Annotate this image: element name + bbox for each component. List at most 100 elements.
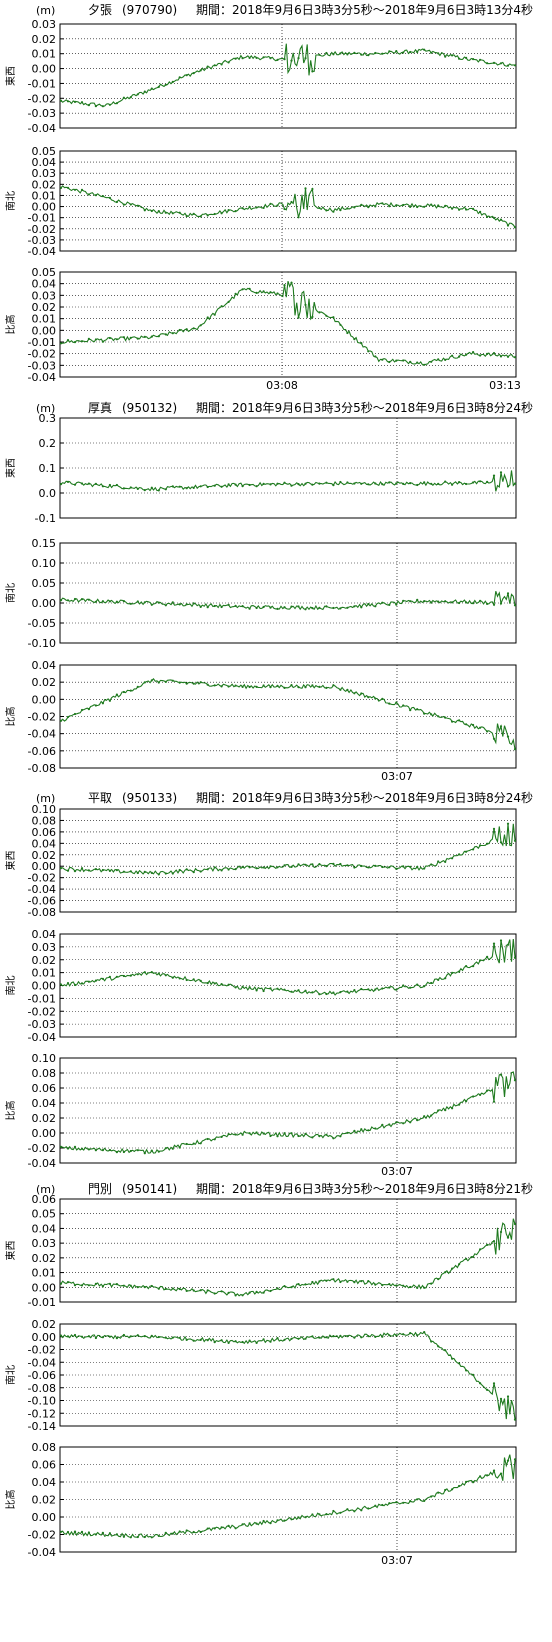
data-point xyxy=(73,983,77,987)
data-point xyxy=(213,1292,216,1295)
data-point xyxy=(437,1491,440,1494)
data-point xyxy=(423,363,426,366)
data-point xyxy=(311,1335,314,1338)
data-point xyxy=(311,1513,314,1516)
data-point xyxy=(451,1267,454,1270)
data-point xyxy=(402,359,405,362)
data-point xyxy=(437,358,440,361)
station-2: (m) 厚真 (950132) 期間：2018年9月6日3時3分5秒～2018年9月6… xyxy=(4,401,533,783)
panel-2-1: -0.1 0.0 0.1 0.2 0.3 東西 xyxy=(4,412,517,525)
data-point xyxy=(276,607,279,611)
data-point xyxy=(499,355,503,358)
y-tick-label: -0.12 xyxy=(28,1407,56,1420)
data-point xyxy=(269,1134,272,1138)
data-point xyxy=(374,697,377,700)
data-point xyxy=(444,1349,447,1352)
data-point xyxy=(178,603,181,606)
data-point xyxy=(269,987,272,990)
data-point xyxy=(206,1137,209,1141)
series-line-比高 xyxy=(60,677,516,750)
data-point xyxy=(122,1284,125,1287)
y-tick-label: 0.01 xyxy=(32,48,57,61)
data-point xyxy=(374,864,377,868)
data-point xyxy=(472,1481,475,1484)
component-label: 比高 xyxy=(4,1101,17,1121)
data-point xyxy=(220,63,223,66)
data-point xyxy=(506,943,510,946)
data-point xyxy=(262,56,265,59)
data-point xyxy=(479,1093,482,1096)
data-point xyxy=(234,1340,237,1343)
data-point xyxy=(492,216,496,219)
y-tick-label: 0.00 xyxy=(32,201,57,214)
data-point xyxy=(199,870,202,873)
data-point xyxy=(395,359,398,362)
data-point xyxy=(80,982,84,985)
data-point xyxy=(381,202,384,205)
data-point xyxy=(499,725,503,728)
data-point xyxy=(262,206,265,209)
data-point xyxy=(164,680,167,684)
data-point xyxy=(513,1418,517,1421)
data-point xyxy=(171,1287,174,1290)
data-point xyxy=(360,864,363,868)
data-point xyxy=(444,55,447,58)
data-point xyxy=(115,102,118,105)
data-point xyxy=(492,61,496,64)
data-point xyxy=(388,360,391,364)
data-point xyxy=(325,1133,328,1136)
data-point xyxy=(451,354,454,357)
data-point xyxy=(108,600,111,603)
data-point xyxy=(269,202,272,205)
data-point xyxy=(318,1135,321,1138)
data-point xyxy=(164,1287,167,1290)
data-point xyxy=(402,1501,405,1504)
data-point xyxy=(332,53,335,56)
data-point xyxy=(185,978,188,982)
data-point xyxy=(199,1530,202,1534)
data-point xyxy=(220,605,223,609)
data-point xyxy=(136,1149,139,1152)
data-point xyxy=(486,1474,489,1477)
data-point xyxy=(346,1335,349,1338)
data-point xyxy=(472,58,475,61)
data-point xyxy=(339,1334,342,1337)
x-tick-label: 03:08 xyxy=(266,379,298,392)
data-point xyxy=(241,605,244,608)
data-point xyxy=(143,971,146,974)
data-point xyxy=(374,1127,377,1130)
data-point xyxy=(437,204,440,207)
data-point xyxy=(150,1334,153,1337)
data-point xyxy=(87,337,90,340)
data-point xyxy=(115,693,118,696)
data-point xyxy=(276,292,279,295)
data-point xyxy=(115,1337,118,1340)
data-point xyxy=(360,987,363,991)
data-point xyxy=(255,606,258,610)
data-point xyxy=(276,1337,279,1340)
data-point xyxy=(66,715,70,719)
data-point xyxy=(213,212,216,216)
data-point xyxy=(122,870,125,873)
data-point xyxy=(276,866,279,869)
data-point xyxy=(451,1107,454,1110)
data-point xyxy=(276,58,279,62)
data-point xyxy=(437,978,440,982)
data-point xyxy=(108,1335,111,1338)
data-point xyxy=(381,483,384,486)
data-point xyxy=(444,977,447,980)
y-tick-label: 0.2 xyxy=(39,437,57,450)
y-tick-label: 0.05 xyxy=(32,266,57,279)
data-point xyxy=(164,333,167,336)
x-tick-label: 03:07 xyxy=(381,1165,413,1178)
data-point xyxy=(185,603,188,606)
y-tick-label: -0.02 xyxy=(28,1005,56,1018)
data-point xyxy=(318,685,321,689)
data-point xyxy=(101,600,104,603)
y-tick-label: 0.0 xyxy=(39,487,57,500)
data-point xyxy=(409,1500,412,1503)
data-point xyxy=(227,1291,230,1294)
data-point xyxy=(129,1284,132,1287)
data-point xyxy=(248,1132,251,1135)
data-point xyxy=(101,868,104,872)
